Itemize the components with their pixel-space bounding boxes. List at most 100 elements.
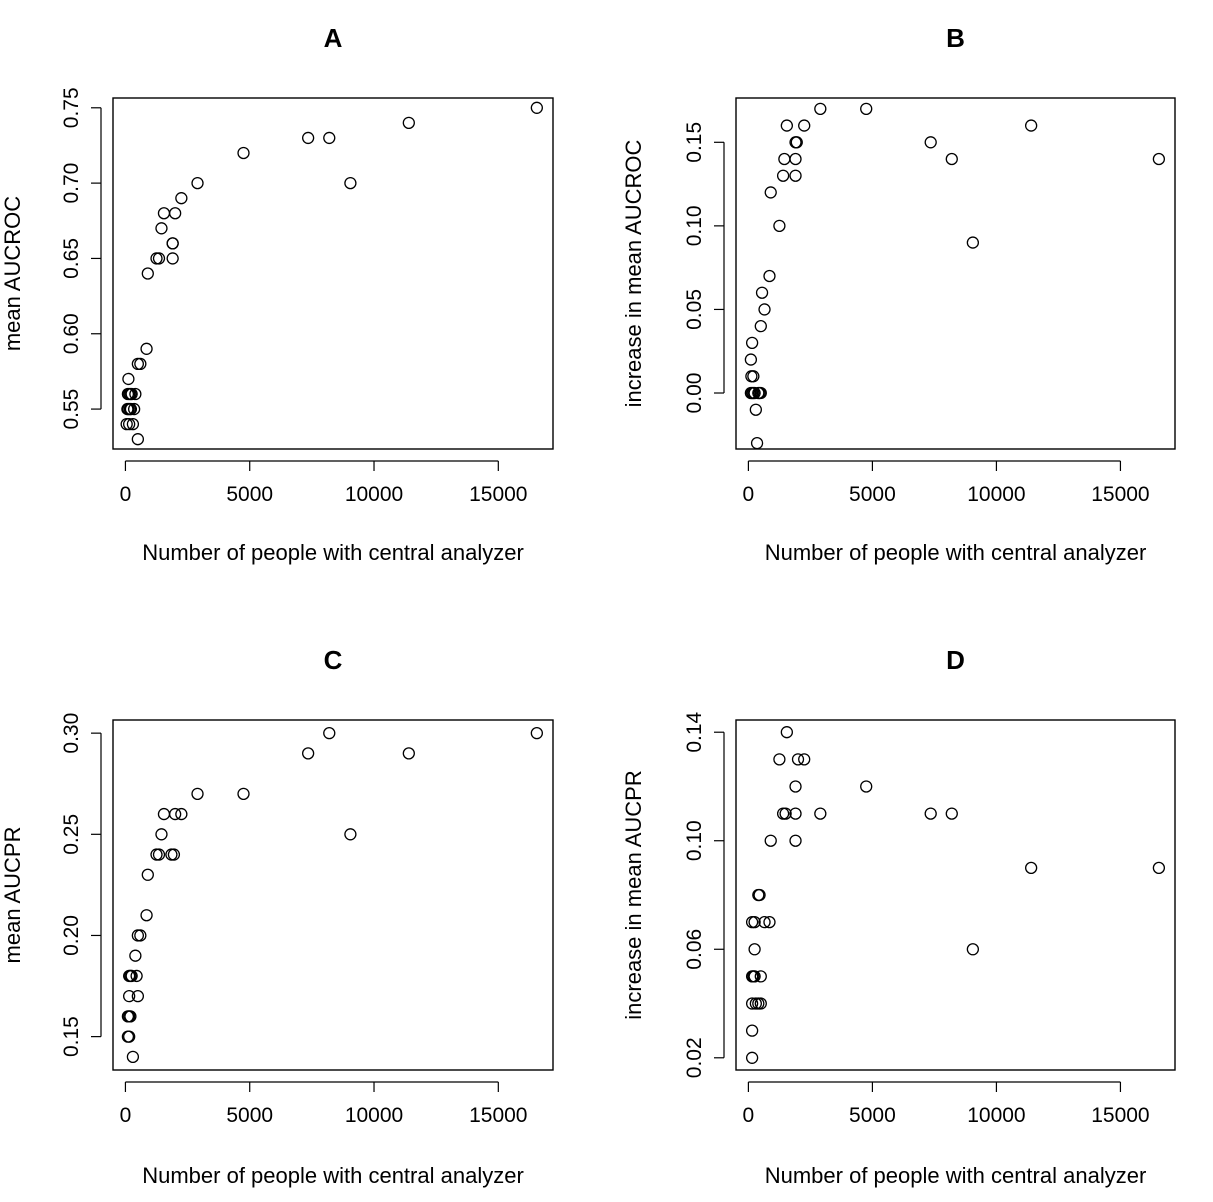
data-point: [789, 807, 802, 820]
x-tick-label: 10000: [967, 1104, 1025, 1127]
data-point: [402, 116, 415, 130]
panel-title: D: [946, 645, 965, 675]
data-point: [125, 969, 138, 983]
y-axis-label: mean AUCPR: [0, 827, 25, 964]
data-point: [745, 915, 759, 929]
x-tick-label: 5000: [849, 1104, 896, 1127]
data-point: [780, 119, 793, 132]
data-point: [131, 357, 145, 371]
data-point: [791, 753, 805, 766]
data-point: [123, 990, 136, 1003]
data-point: [754, 386, 767, 400]
data-point: [150, 848, 163, 861]
x-tick-label: 5000: [226, 1104, 273, 1127]
data-point: [778, 152, 791, 166]
data-point: [814, 102, 827, 116]
data-point: [166, 237, 179, 250]
y-axis-label: mean AUCROC: [0, 196, 25, 351]
data-point: [789, 152, 802, 166]
data-point: [798, 753, 811, 766]
data-point: [748, 915, 761, 929]
data-point: [749, 403, 762, 416]
x-tick-label: 0: [743, 1104, 755, 1127]
x-tick-label: 15000: [1091, 1104, 1149, 1127]
data-point: [191, 176, 204, 190]
x-tick-label: 0: [120, 483, 132, 506]
x-tick-label: 15000: [1091, 483, 1149, 506]
data-point: [789, 780, 802, 793]
x-axis-label: Number of people with central analyzer: [142, 1163, 524, 1188]
y-tick-label: 0.10: [683, 820, 706, 861]
data-point: [754, 997, 767, 1010]
data-point: [745, 1024, 759, 1037]
data-point: [167, 848, 181, 861]
data-point: [763, 269, 776, 283]
data-point: [966, 943, 980, 956]
data-point: [789, 834, 802, 847]
data-point: [131, 990, 145, 1003]
panel-title: C: [324, 645, 343, 675]
data-point: [764, 186, 777, 199]
plot-frame: [112, 97, 554, 450]
data-point: [120, 417, 133, 431]
y-tick-label: 0.55: [60, 389, 83, 430]
data-point: [134, 929, 147, 942]
data-point: [237, 787, 250, 800]
data-point: [140, 342, 153, 355]
x-tick-label: 10000: [967, 483, 1025, 506]
data-point: [134, 357, 147, 371]
data-point: [924, 136, 937, 149]
data-point: [745, 1051, 759, 1064]
data-point: [747, 370, 760, 383]
y-tick-label: 0.70: [60, 163, 83, 204]
data-point: [1024, 119, 1038, 132]
data-point: [237, 146, 250, 160]
data-point: [122, 372, 135, 386]
y-tick-label: 0.05: [683, 289, 706, 330]
panel-a: A 0 5000 10000 15000 0.55 0.60 0.65 0.70 0.75 Numb…: [0, 23, 554, 565]
data-point: [789, 169, 802, 182]
data-point: [124, 1010, 137, 1023]
y-axis-label: increase in mean AUCPR: [621, 770, 646, 1019]
data-point: [165, 848, 178, 861]
data-point: [157, 807, 171, 821]
data-point: [124, 402, 138, 416]
y-tick-label: 0.10: [683, 205, 706, 246]
data-point: [301, 131, 315, 145]
data-point: [748, 970, 761, 983]
data-point: [175, 192, 188, 205]
y-tick-label: 0.65: [60, 238, 83, 279]
data-point: [127, 402, 141, 416]
data-point: [301, 747, 315, 760]
data-point: [773, 219, 786, 233]
data-point: [155, 222, 168, 235]
y-tick-label: 0.75: [60, 87, 83, 128]
data-point: [860, 780, 873, 793]
data-point: [748, 943, 761, 956]
data-point: [150, 252, 163, 265]
data-point: [776, 807, 790, 820]
y-tick-label: 0.15: [60, 1016, 83, 1057]
y-tick-label: 0.02: [683, 1037, 706, 1078]
x-tick-label: 10000: [345, 483, 403, 506]
plot-frame: [735, 719, 1176, 1071]
x-axis-label: Number of people with central analyzer: [142, 540, 524, 565]
x-tick-label: 5000: [226, 483, 273, 506]
data-point: [157, 207, 171, 220]
data-point: [402, 747, 415, 760]
data-point: [748, 386, 761, 400]
data-point: [1152, 861, 1166, 875]
data-point: [130, 969, 143, 983]
data-point: [750, 436, 764, 450]
data-point: [530, 727, 543, 740]
data-point: [745, 336, 759, 350]
data-point: [155, 828, 168, 841]
data-point: [754, 970, 767, 983]
y-tick-label: 0.06: [683, 929, 706, 970]
data-point: [125, 387, 138, 401]
data-point: [129, 387, 142, 401]
panel-d: D 0 5000 10000 15000 0.02 0.06 0.10 0.14 Number o…: [621, 645, 1176, 1188]
data-point: [168, 807, 182, 821]
x-tick-label: 0: [120, 1104, 132, 1127]
